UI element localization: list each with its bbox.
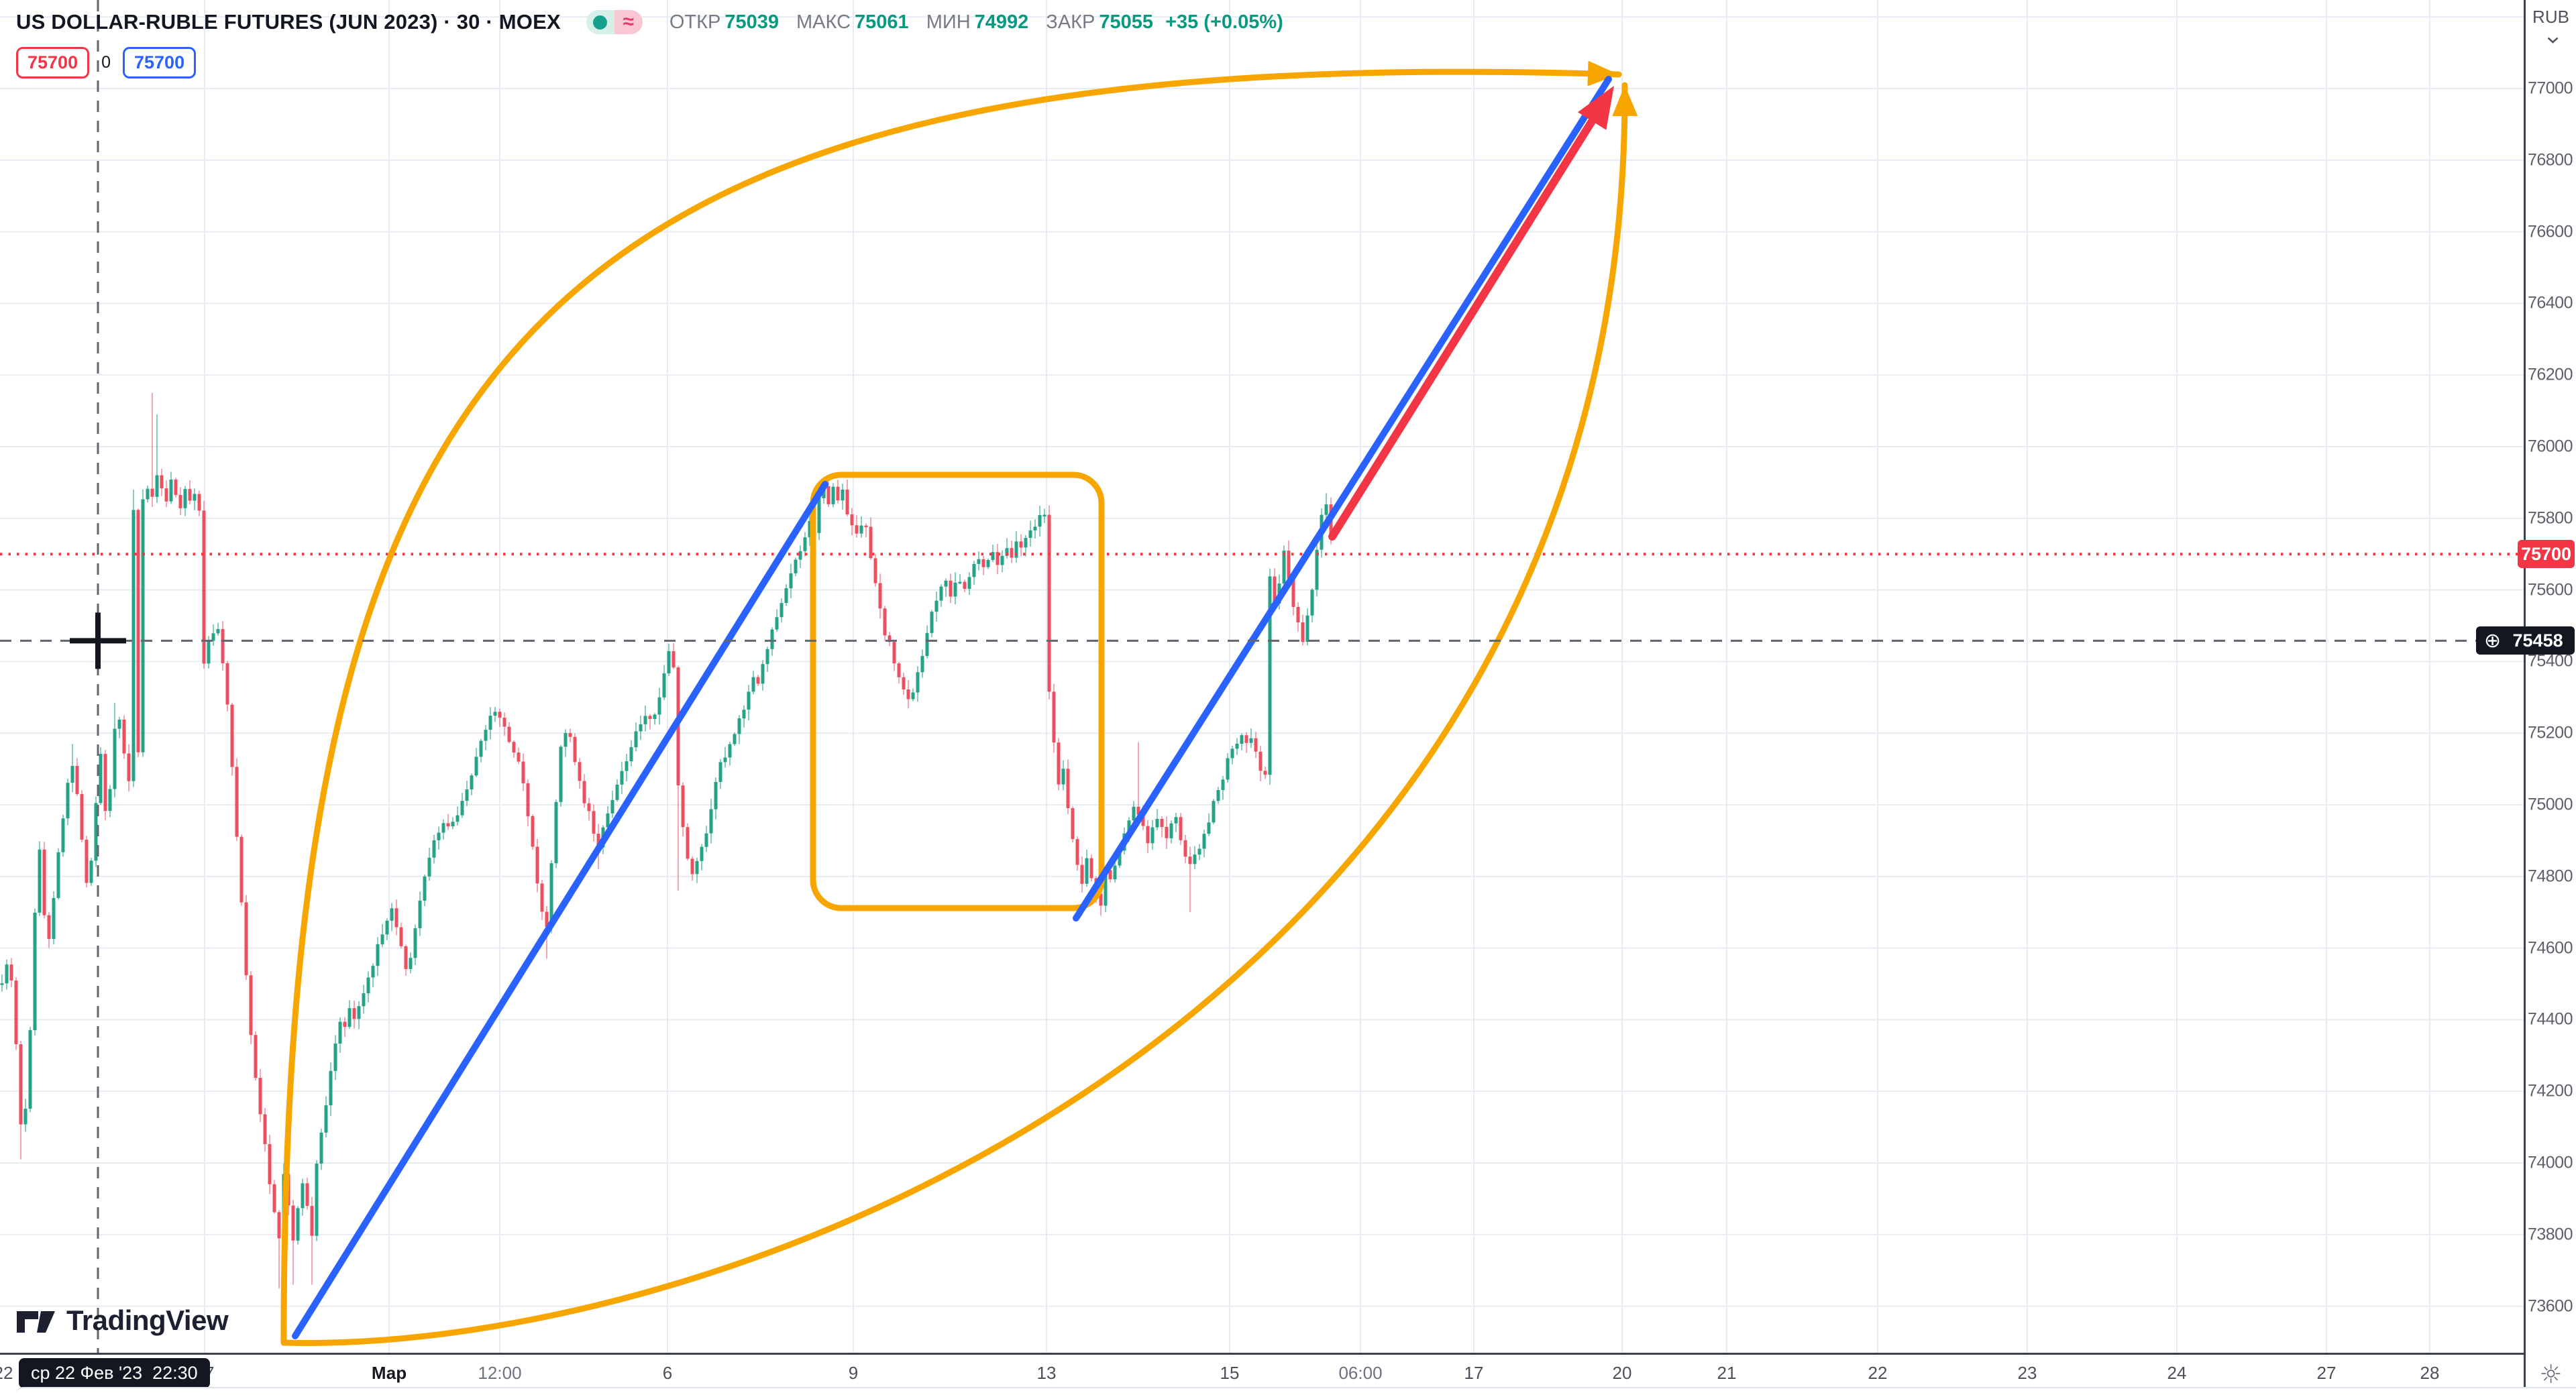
time-tick-label: 27 [2316, 1363, 2337, 1383]
ohlc-row: ОТКР 75039 МАКС 75061 МИН 74992 ЗАКР 750… [669, 11, 1283, 34]
chevron-down-icon [2547, 37, 2559, 44]
chart-header: US DOLLAR-RUBLE FUTURES (JUN 2023) · 30 … [16, 7, 1283, 78]
time-tick-label: 06:00 [1338, 1363, 1383, 1383]
price-tick-label: 74200 [2527, 1081, 2573, 1101]
price-axis[interactable]: RUB 75700 ⊕ 75458 77000 76800 76600 76400 76… [2476, 0, 2576, 1353]
open-value: 75039 [724, 11, 780, 33]
price-line-badge: 75700 [2518, 540, 2575, 569]
change-value: +35 (+0.05%) [1165, 11, 1283, 33]
crosshair-price-value: 75458 [2512, 630, 2563, 651]
close-value: 75055 [1099, 11, 1154, 33]
buy-order-box[interactable]: 75700 [123, 47, 197, 78]
low-value: 74992 [974, 11, 1029, 33]
price-tick-label: 75400 [2527, 651, 2573, 671]
status-pill[interactable]: ≈ [586, 10, 643, 34]
time-tick-label: 9 [848, 1363, 859, 1383]
low-label: МИН [926, 11, 971, 33]
price-tick-label: 75000 [2527, 795, 2573, 814]
add-alert-plus-icon[interactable]: ⊕ [2484, 628, 2502, 653]
time-tick-label: 22 [0, 1363, 13, 1383]
price-tick-label: 74000 [2527, 1153, 2573, 1172]
crosshair-price-badge[interactable]: ⊕ 75458 [2476, 626, 2575, 655]
price-tick-label: 74600 [2527, 938, 2573, 958]
price-tick-label: 74400 [2527, 1009, 2573, 1029]
price-tick-label: 76800 [2527, 150, 2573, 170]
tradingview-logo-text: TradingView [66, 1304, 229, 1336]
high-value: 75061 [855, 11, 909, 33]
high-label: МАКС [796, 11, 851, 33]
price-tick-label: 76000 [2527, 437, 2573, 456]
time-tick-label: 21 [1717, 1363, 1737, 1383]
symbol-title[interactable]: US DOLLAR-RUBLE FUTURES (JUN 2023) · 30 … [16, 10, 561, 34]
time-tick-label: 6 [662, 1363, 673, 1383]
price-tick-label: 75200 [2527, 723, 2573, 742]
price-tick-label: 73800 [2527, 1225, 2573, 1244]
price-tick-label: 75800 [2527, 508, 2573, 528]
price-tick-label: 75600 [2527, 580, 2573, 600]
open-label: ОТКР [669, 11, 721, 33]
time-tick-label: 12:00 [478, 1363, 522, 1383]
time-tick-label: 28 [2420, 1363, 2440, 1383]
time-tick-label: 15 [1220, 1363, 1240, 1383]
time-tick-label: 23 [2017, 1363, 2037, 1383]
time-tick-label: 24 [2167, 1363, 2187, 1383]
sell-order-box[interactable]: 75700 [16, 47, 90, 78]
bottom-toolbar-edge [16, 1387, 2576, 1395]
candlestick-chart[interactable] [0, 0, 2524, 1353]
time-tick-label: 17 [1464, 1363, 1484, 1383]
price-tick-label: 77000 [2527, 78, 2573, 98]
time-tick-label: 22 [1868, 1363, 1888, 1383]
price-tick-label: 76600 [2527, 222, 2573, 241]
chart-pane[interactable]: US DOLLAR-RUBLE FUTURES (JUN 2023) · 30 … [0, 0, 2524, 1353]
currency-selector[interactable]: RUB [2526, 7, 2576, 48]
tradingview-logo[interactable]: TradingView [17, 1304, 229, 1337]
settings-gear-icon[interactable]: ☼ [2539, 1359, 2563, 1389]
price-tick-label: 76200 [2527, 365, 2573, 384]
price-tick-label: 76400 [2527, 293, 2573, 313]
close-label: ЗАКР [1046, 11, 1095, 33]
currency-label: RUB [2532, 7, 2569, 27]
crosshair-time-badge: ср 22 Фев '23 22:30 [19, 1358, 210, 1388]
time-tick-label: Мар [371, 1363, 407, 1383]
time-tick-label: 20 [1612, 1363, 1632, 1383]
tradingview-logo-icon [17, 1311, 55, 1333]
time-tick-label: 13 [1036, 1363, 1057, 1383]
price-tick-label: 74800 [2527, 867, 2573, 886]
status-dot-icon[interactable] [586, 10, 614, 34]
price-tick-label: 73600 [2527, 1296, 2573, 1316]
approx-icon[interactable]: ≈ [614, 10, 643, 34]
order-quantity: 0 [101, 53, 111, 72]
